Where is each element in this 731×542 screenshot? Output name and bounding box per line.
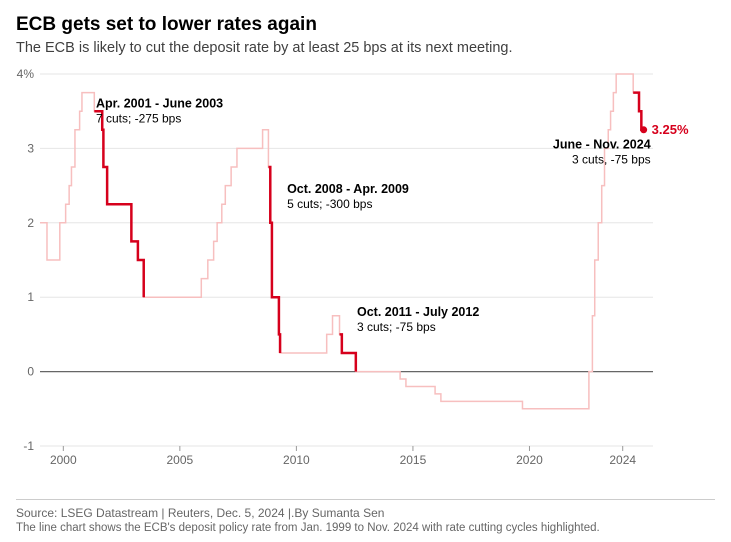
- source-line: Source: LSEG Datastream | Reuters, Dec. …: [16, 499, 715, 520]
- chart-title: ECB gets set to lower rates again: [16, 14, 715, 36]
- svg-text:Apr. 2001 - June 2003: Apr. 2001 - June 2003: [96, 96, 223, 110]
- svg-text:1: 1: [27, 290, 34, 304]
- svg-text:3: 3: [27, 141, 34, 155]
- svg-text:7 cuts; -275 bps: 7 cuts; -275 bps: [96, 111, 181, 125]
- description-line: The line chart shows the ECB's deposit p…: [16, 522, 715, 534]
- svg-text:3.25%: 3.25%: [652, 122, 689, 137]
- svg-text:3 cuts, -75 bps: 3 cuts, -75 bps: [572, 152, 651, 166]
- chart-subtitle: The ECB is likely to cut the deposit rat…: [16, 40, 715, 56]
- chart-svg: -1 0 1 2 3 4% 2000 2005 2010 2015 2020 2024 3.25% Apr…: [16, 66, 715, 476]
- svg-text:2: 2: [27, 216, 34, 230]
- svg-text:0: 0: [27, 365, 34, 379]
- svg-text:Oct. 2008 - Apr. 2009: Oct. 2008 - Apr. 2009: [287, 182, 409, 196]
- svg-text:-1: -1: [23, 439, 34, 453]
- svg-text:3 cuts; -75 bps: 3 cuts; -75 bps: [357, 320, 436, 334]
- plot-area: -1 0 1 2 3 4% 2000 2005 2010 2015 2020 2024 3.25% Apr…: [16, 66, 715, 476]
- svg-text:2020: 2020: [516, 453, 543, 467]
- svg-text:Oct. 2011 - July 2012: Oct. 2011 - July 2012: [357, 305, 479, 319]
- svg-text:June - Nov. 2024: June - Nov. 2024: [553, 137, 651, 151]
- svg-text:5 cuts; -300 bps: 5 cuts; -300 bps: [287, 197, 372, 211]
- svg-text:4%: 4%: [17, 67, 35, 81]
- svg-text:2015: 2015: [400, 453, 427, 467]
- svg-text:2024: 2024: [609, 453, 636, 467]
- svg-text:2010: 2010: [283, 453, 310, 467]
- svg-text:2000: 2000: [50, 453, 77, 467]
- svg-text:2005: 2005: [166, 453, 193, 467]
